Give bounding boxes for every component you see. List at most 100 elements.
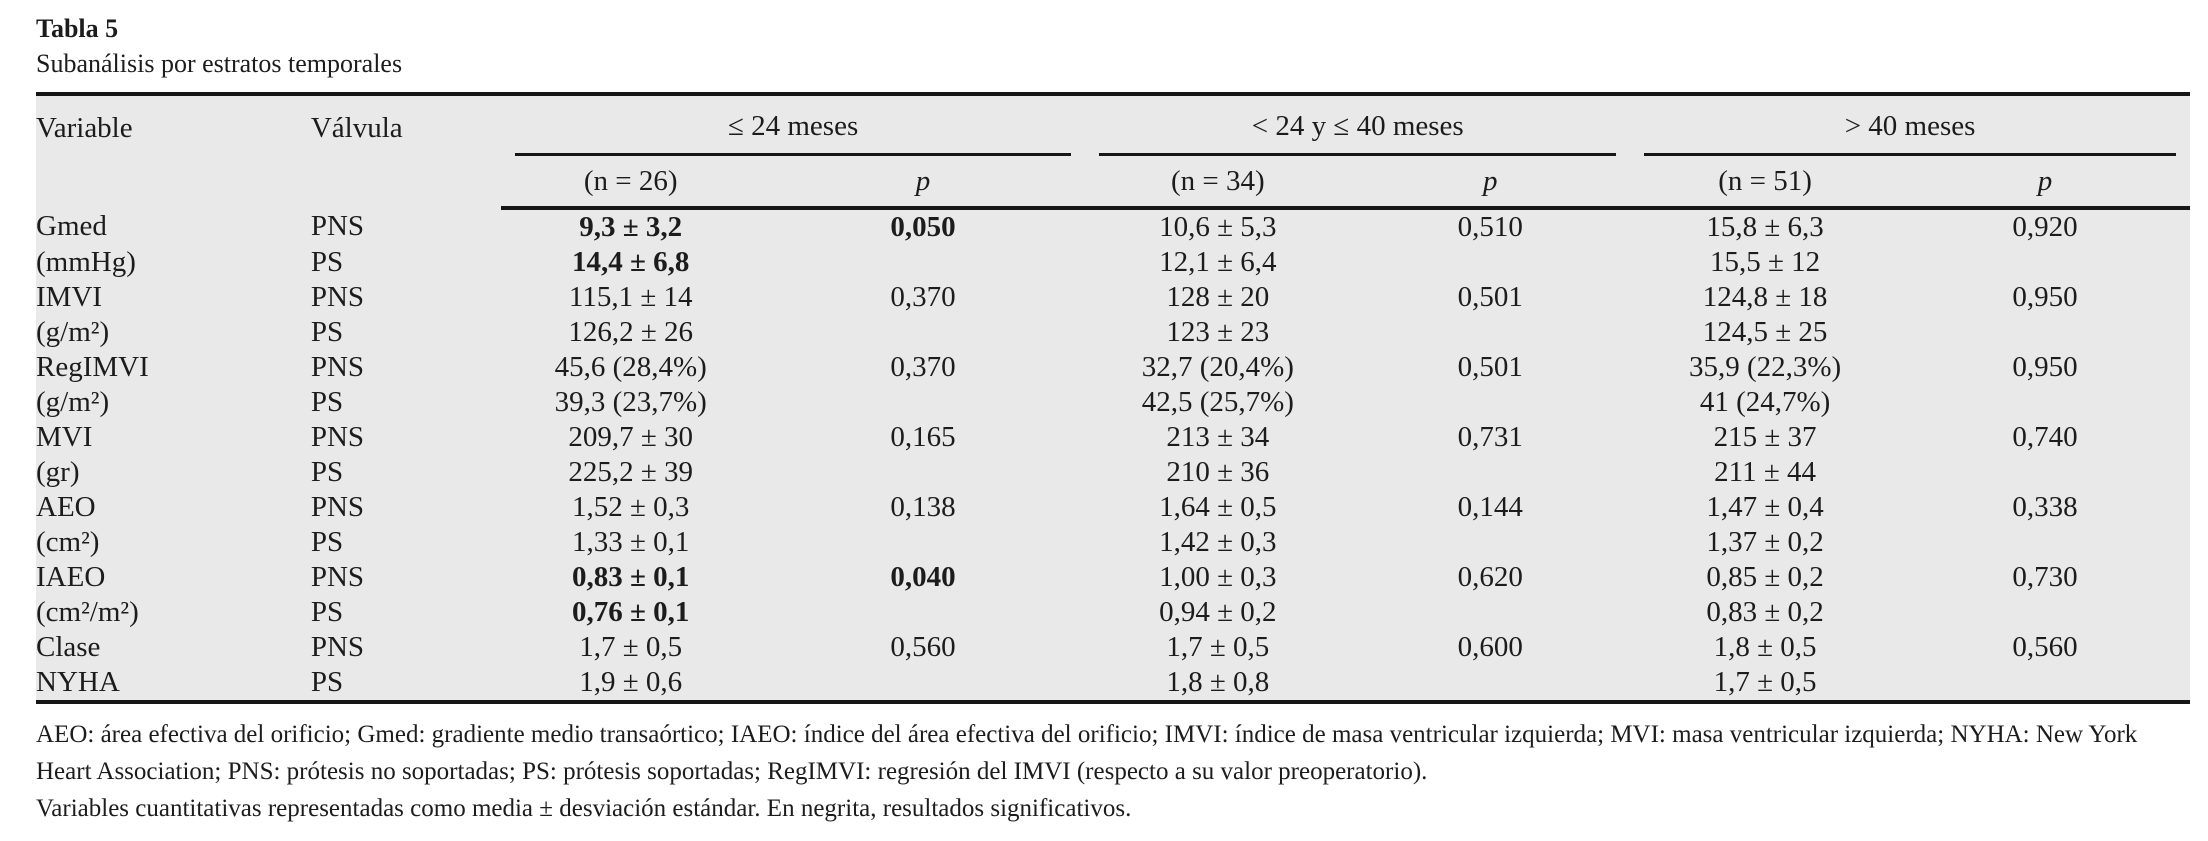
p-value-cell-group2: 0,501 [1457, 281, 1523, 313]
value-cell-group3: 124,8 ± 18 [1702, 281, 1828, 313]
table-row: NYHA PS 1,9 ± 0,6 1,8 ± 0,8 1,7 ± 0,5 [36, 665, 2190, 702]
value-cell-group2: 128 ± 20 [1166, 281, 1270, 313]
p-value-cell-group1 [761, 595, 1086, 630]
variable-cell: AEO [36, 491, 96, 523]
table-body: Gmed PNS 9,3 ± 3,2 0,050 10,6 ± 5,3 0,51… [36, 208, 2190, 702]
sub-header-row: (n = 26) p (n = 34) p (n = 51) p [36, 156, 2190, 210]
valvula-cell: PS [310, 246, 344, 278]
value-cell-group2: 210 ± 36 [1166, 456, 1270, 488]
value-cell-group1: 45,6 (28,4%) [554, 351, 707, 383]
valvula-cell: PS [310, 666, 344, 698]
value-cell-group1: 1,33 ± 0,1 [571, 526, 690, 558]
valvula-cell: PS [310, 386, 344, 418]
p-value-cell-group3 [1900, 315, 2190, 350]
value-cell-group3: 215 ± 37 [1713, 421, 1817, 453]
p-header-group2: p [1350, 156, 1631, 210]
table-row: IMVI PNS 115,1 ± 14 0,370 128 ± 20 0,501… [36, 280, 2190, 315]
table-row: (cm²/m²) PS 0,76 ± 0,1 0,94 ± 0,2 0,83 ±… [36, 595, 2190, 630]
table-caption: Tabla 5 Subanálisis por estratos tempora… [36, 12, 2190, 82]
variable-cell: IAEO [36, 561, 106, 593]
p-value-cell-group3 [1900, 385, 2190, 420]
variable-cell: IMVI [36, 281, 103, 313]
p-value-cell-group2: 0,731 [1457, 421, 1523, 453]
valvula-cell: PNS [310, 281, 365, 313]
value-cell-group1: 209,7 ± 30 [568, 421, 694, 453]
p-value-cell-group3 [1900, 665, 2190, 702]
value-cell-group1: 14,4 ± 6,8 [571, 246, 690, 278]
valvula-cell: PS [310, 316, 344, 348]
value-cell-group3: 211 ± 44 [1714, 456, 1816, 488]
value-cell-group2: 0,94 ± 0,2 [1159, 596, 1277, 628]
value-cell-group2: 32,7 (20,4%) [1141, 351, 1294, 383]
group-header-24-40-meses: < 24 y ≤ 40 meses [1085, 94, 1630, 156]
group-header-24-40-meses-label: < 24 y ≤ 40 meses [1099, 96, 1617, 156]
p-value-cell-group3: 0,338 [2012, 491, 2078, 523]
p-value-cell-group2: 0,144 [1457, 491, 1523, 523]
value-cell-group1: 1,7 ± 0,5 [579, 631, 683, 663]
group-header-le-24-meses-label: ≤ 24 meses [514, 96, 1072, 156]
p-value-cell-group1: 0,138 [890, 491, 956, 523]
value-cell-group2: 1,8 ± 0,8 [1166, 666, 1270, 698]
variable-cell: Gmed [36, 210, 107, 242]
p-value-cell-group2 [1350, 245, 1630, 280]
footnotes: AEO: área efectiva del orificio; Gmed: g… [36, 716, 2190, 827]
value-cell-group3: 15,5 ± 12 [1709, 246, 1821, 278]
p-value-cell-group3: 0,950 [2012, 351, 2078, 383]
value-cell-group1: 126,2 ± 26 [568, 316, 694, 348]
p-value-cell-group1: 0,370 [890, 351, 956, 383]
valvula-cell: PNS [310, 631, 365, 663]
p-value-cell-group2 [1350, 455, 1630, 490]
p-value-cell-group1: 0,050 [890, 211, 956, 243]
p-value-cell-group2 [1350, 385, 1630, 420]
table-row: MVI PNS 209,7 ± 30 0,165 213 ± 34 0,731 … [36, 420, 2190, 455]
value-cell-group1: 115,1 ± 14 [568, 281, 693, 313]
valvula-cell: PS [310, 596, 344, 628]
value-cell-group2: 1,64 ± 0,5 [1159, 491, 1277, 523]
group-header-row: Variable Válvula ≤ 24 meses < 24 y ≤ 40 … [36, 94, 2190, 156]
table-row: (g/m²) PS 126,2 ± 26 123 ± 23 124,5 ± 25 [36, 315, 2190, 350]
footnote-abbreviations: AEO: área efectiva del orificio; Gmed: g… [36, 721, 2138, 785]
footnote-statistics: Variables cuantitativas representadas co… [36, 795, 1132, 822]
p-value-cell-group1 [761, 665, 1086, 702]
value-cell-group3: 1,47 ± 0,4 [1706, 491, 1824, 523]
value-cell-group1: 39,3 (23,7%) [554, 386, 707, 418]
p-header-group1: p [760, 156, 1086, 210]
value-cell-group3: 15,8 ± 6,3 [1706, 211, 1824, 243]
p-value-cell-group2 [1350, 665, 1630, 702]
value-cell-group2: 1,00 ± 0,3 [1159, 561, 1277, 593]
value-cell-group3: 35,9 (22,3%) [1688, 351, 1842, 383]
table-row: (gr) PS 225,2 ± 39 210 ± 36 211 ± 44 [36, 455, 2190, 490]
valvula-cell: PNS [310, 421, 365, 453]
variable-cell: RegIMVI [36, 351, 149, 383]
value-cell-group2: 1,42 ± 0,3 [1159, 526, 1277, 558]
table-row: AEO PNS 1,52 ± 0,3 0,138 1,64 ± 0,5 0,14… [36, 490, 2190, 525]
p-value-cell-group1 [761, 245, 1086, 280]
group-header-gt-40-meses-label: > 40 meses [1644, 96, 2176, 156]
p-value-cell-group2: 0,600 [1457, 631, 1523, 663]
p-value-cell-group3 [1900, 455, 2190, 490]
value-cell-group3: 124,5 ± 25 [1702, 316, 1828, 348]
value-cell-group1: 9,3 ± 3,2 [579, 211, 683, 243]
p-value-cell-group2: 0,620 [1457, 561, 1523, 593]
p-value-cell-group1: 0,560 [890, 631, 956, 663]
p-value-cell-group1: 0,165 [890, 421, 956, 453]
p-value-cell-group3: 0,920 [2012, 211, 2078, 243]
col-header-valvula: Válvula [310, 112, 403, 144]
table-row: RegIMVI PNS 45,6 (28,4%) 0,370 32,7 (20,… [36, 350, 2190, 385]
value-cell-group1: 0,83 ± 0,1 [571, 561, 690, 593]
value-cell-group1: 225,2 ± 39 [568, 456, 694, 488]
p-value-cell-group1 [761, 315, 1086, 350]
p-value-cell-group2: 0,501 [1457, 351, 1523, 383]
p-value-cell-group1 [761, 385, 1086, 420]
p-value-cell-group2 [1350, 525, 1630, 560]
p-value-cell-group2: 0,510 [1457, 211, 1523, 243]
value-cell-group1: 1,9 ± 0,6 [579, 666, 683, 698]
table-row: Clase PNS 1,7 ± 0,5 0,560 1,7 ± 0,5 0,60… [36, 630, 2190, 665]
group-header-gt-40-meses: > 40 meses [1630, 94, 2190, 156]
value-cell-group3: 0,83 ± 0,2 [1706, 596, 1824, 628]
p-value-cell-group3: 0,730 [2012, 561, 2078, 593]
n-header-group3: (n = 51) [1630, 156, 1901, 210]
p-value-cell-group3 [1900, 525, 2190, 560]
p-value-cell-group1: 0,040 [890, 561, 956, 593]
